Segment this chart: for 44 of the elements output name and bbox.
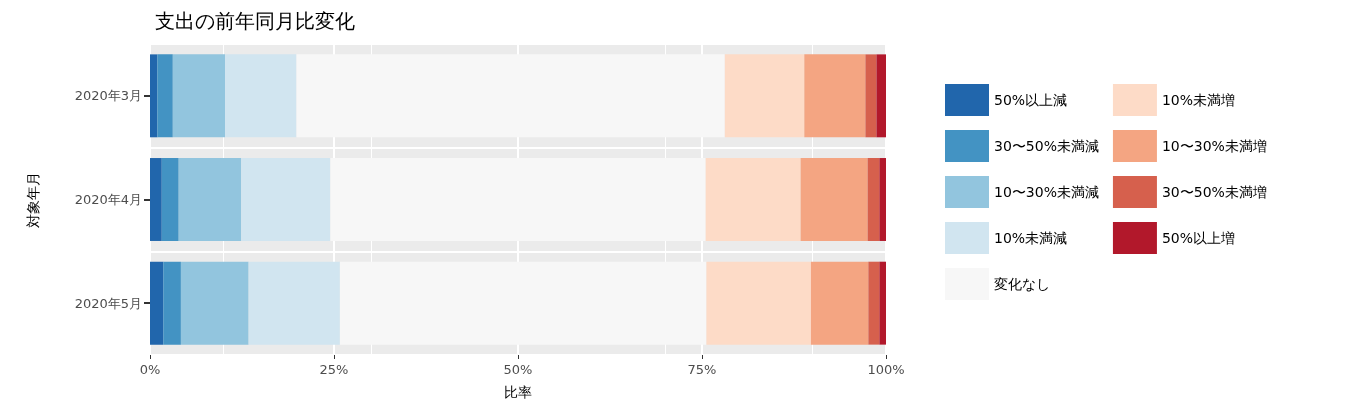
x-tick-label: 50%	[503, 362, 533, 377]
legend-label: 変化なし	[994, 276, 1050, 292]
legend-label: 10%未満減	[994, 230, 1068, 246]
bar	[157, 54, 173, 138]
bar	[706, 261, 811, 345]
bar	[724, 54, 805, 138]
bar	[876, 54, 886, 138]
bar	[150, 54, 158, 138]
bar	[868, 261, 880, 345]
bar	[241, 158, 331, 241]
bar	[180, 261, 249, 345]
bar	[865, 54, 877, 138]
bar	[804, 54, 866, 138]
x-axis-title: 比率	[504, 384, 532, 400]
y-tick-label: 2020年5月	[74, 295, 142, 311]
bar	[800, 158, 868, 241]
bar	[150, 261, 164, 345]
bar	[705, 158, 801, 241]
chart-title: 支出の前年同月比変化	[155, 9, 355, 33]
bar	[150, 158, 162, 241]
legend-label: 50%以上増	[1161, 230, 1236, 246]
bar	[172, 54, 226, 138]
y-tick-label: 2020年3月	[74, 88, 142, 104]
legend-label: 10〜30%未満減	[994, 184, 1099, 200]
x-tick-label: 75%	[687, 362, 717, 377]
legend-label: 10%未満増	[1161, 92, 1236, 108]
y-tick-label: 2020年4月	[74, 192, 142, 207]
bar	[810, 261, 869, 345]
x-tick-label: 100%	[867, 362, 905, 377]
bar	[163, 261, 181, 345]
legend-label: 10〜30%未満増	[1161, 138, 1267, 154]
bar	[178, 158, 242, 241]
y-axis-title: 対象年月	[25, 171, 41, 228]
bar	[248, 261, 340, 345]
x-tick-label: 0%	[139, 362, 161, 377]
bar	[879, 158, 886, 241]
legend-label: 30〜50%未満減	[994, 138, 1099, 154]
legend-label: 50%以上減	[994, 92, 1068, 108]
bar	[867, 158, 880, 241]
legend-label: 30〜50%未満増	[1161, 184, 1267, 200]
bar	[225, 54, 297, 138]
bar	[161, 158, 179, 241]
bar	[879, 261, 886, 345]
x-tick-label: 25%	[319, 362, 349, 377]
